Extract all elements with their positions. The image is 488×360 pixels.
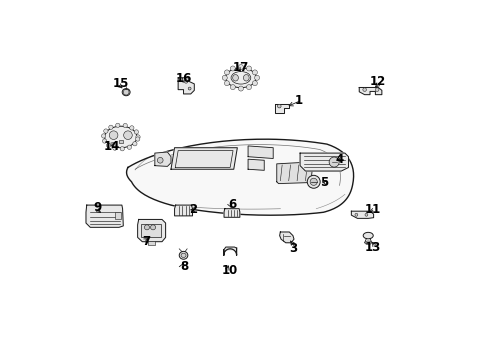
- Text: 5: 5: [320, 176, 328, 189]
- Circle shape: [103, 129, 108, 133]
- Circle shape: [136, 135, 140, 139]
- Circle shape: [123, 131, 132, 139]
- Polygon shape: [359, 87, 381, 95]
- Circle shape: [246, 66, 251, 71]
- Circle shape: [230, 66, 235, 71]
- Ellipse shape: [363, 232, 372, 239]
- Ellipse shape: [122, 89, 130, 96]
- Circle shape: [184, 80, 187, 83]
- Polygon shape: [247, 159, 264, 170]
- Circle shape: [129, 126, 134, 130]
- Circle shape: [106, 143, 111, 148]
- Text: 2: 2: [189, 203, 197, 216]
- Circle shape: [309, 178, 317, 185]
- Circle shape: [375, 88, 378, 91]
- Circle shape: [328, 157, 339, 167]
- Circle shape: [238, 64, 243, 69]
- Text: 13: 13: [364, 241, 380, 254]
- Polygon shape: [126, 139, 353, 215]
- Text: 10: 10: [221, 264, 238, 277]
- Polygon shape: [174, 205, 192, 216]
- Polygon shape: [178, 78, 194, 94]
- Circle shape: [102, 134, 105, 138]
- Ellipse shape: [243, 75, 249, 81]
- Circle shape: [277, 104, 281, 108]
- Text: 1: 1: [294, 94, 302, 107]
- Text: 8: 8: [180, 260, 188, 273]
- Circle shape: [102, 139, 106, 143]
- Polygon shape: [274, 104, 289, 113]
- Polygon shape: [223, 247, 236, 250]
- Bar: [141, 224, 161, 237]
- Circle shape: [188, 87, 191, 90]
- Polygon shape: [300, 153, 348, 171]
- Circle shape: [224, 70, 229, 75]
- Ellipse shape: [181, 253, 185, 257]
- Circle shape: [127, 145, 131, 149]
- Ellipse shape: [225, 68, 256, 87]
- Circle shape: [252, 70, 257, 75]
- Text: 12: 12: [369, 75, 386, 88]
- Circle shape: [132, 141, 137, 146]
- Text: 15: 15: [112, 77, 128, 90]
- Bar: [119, 140, 122, 143]
- Polygon shape: [276, 162, 312, 184]
- Polygon shape: [224, 209, 239, 217]
- Polygon shape: [137, 220, 165, 242]
- Circle shape: [123, 123, 127, 128]
- Polygon shape: [171, 148, 237, 169]
- Circle shape: [246, 85, 251, 90]
- Text: 9: 9: [93, 202, 102, 215]
- Circle shape: [224, 81, 229, 86]
- Circle shape: [354, 213, 357, 216]
- Text: 16: 16: [175, 72, 191, 85]
- Circle shape: [306, 175, 320, 188]
- Bar: [115, 212, 121, 220]
- Circle shape: [123, 89, 129, 95]
- Circle shape: [252, 81, 257, 86]
- Circle shape: [109, 131, 118, 139]
- Polygon shape: [86, 205, 123, 227]
- Circle shape: [254, 75, 259, 80]
- Circle shape: [135, 137, 140, 141]
- Circle shape: [108, 125, 113, 130]
- Polygon shape: [279, 232, 293, 243]
- Circle shape: [238, 86, 243, 91]
- Circle shape: [362, 88, 366, 91]
- Polygon shape: [247, 146, 273, 158]
- Circle shape: [113, 146, 117, 150]
- Text: 7: 7: [142, 235, 150, 248]
- Circle shape: [222, 75, 227, 80]
- Ellipse shape: [364, 241, 371, 244]
- Circle shape: [115, 123, 120, 127]
- Text: 11: 11: [364, 203, 380, 216]
- Text: 4: 4: [335, 153, 343, 166]
- Ellipse shape: [232, 75, 238, 81]
- Ellipse shape: [179, 251, 187, 259]
- Text: 14: 14: [103, 140, 120, 153]
- Text: 6: 6: [228, 198, 236, 211]
- Bar: [147, 241, 155, 244]
- Text: 17: 17: [232, 61, 248, 74]
- Circle shape: [230, 85, 235, 90]
- Ellipse shape: [104, 126, 137, 148]
- Circle shape: [134, 130, 138, 134]
- Polygon shape: [351, 211, 373, 219]
- Circle shape: [157, 157, 163, 163]
- Text: 3: 3: [289, 242, 297, 255]
- Circle shape: [150, 225, 155, 230]
- Circle shape: [120, 147, 124, 151]
- Circle shape: [144, 225, 149, 230]
- Polygon shape: [155, 152, 171, 166]
- Circle shape: [364, 213, 367, 216]
